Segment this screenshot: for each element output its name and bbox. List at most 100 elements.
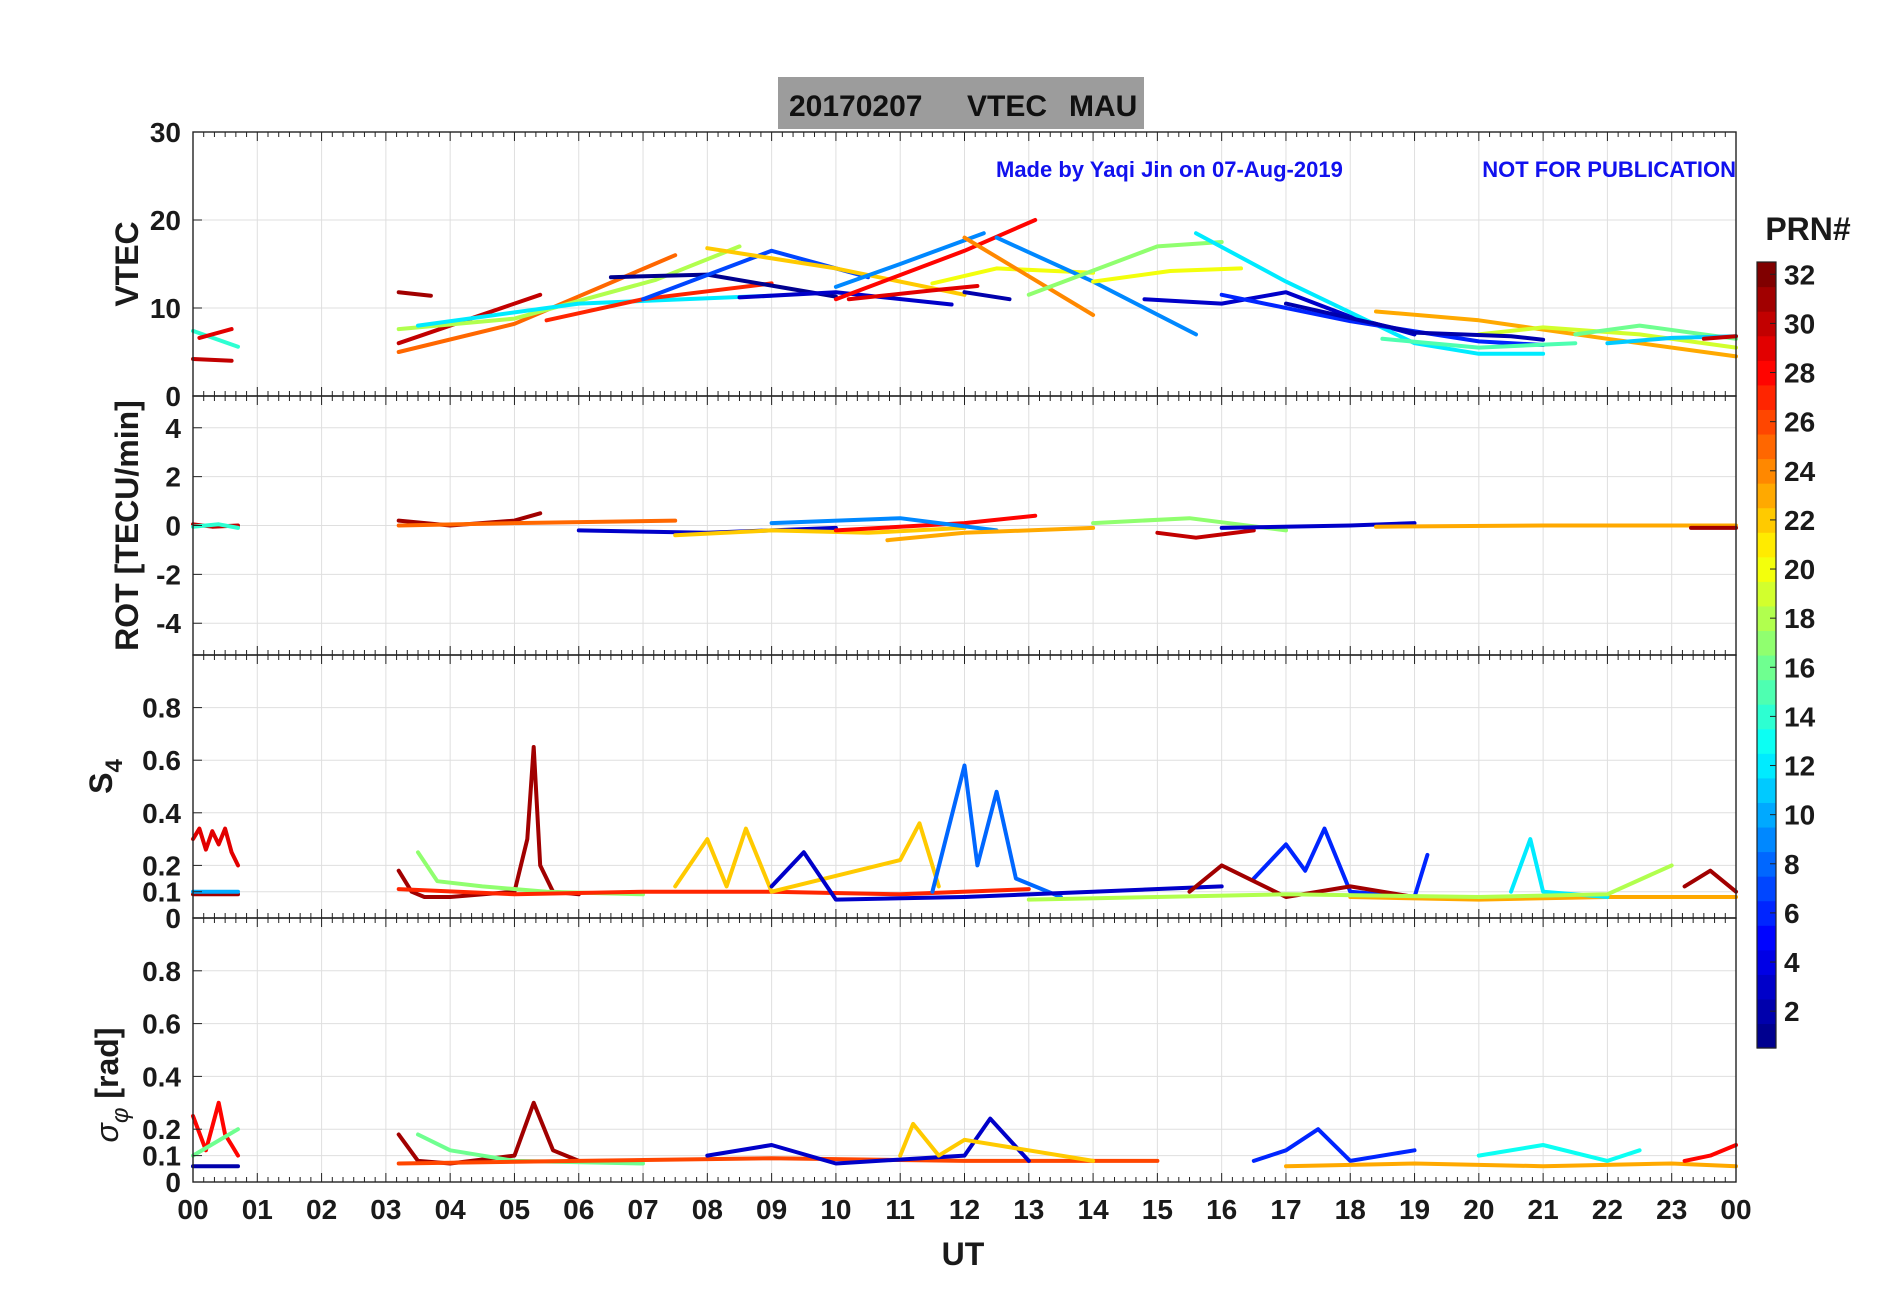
y-axis-label-sigma: σ: [89, 1121, 125, 1142]
colorbar-swatch: [1757, 925, 1776, 951]
x-axis-label: UT: [942, 1236, 985, 1272]
y-tick-label: 0.4: [142, 1061, 181, 1092]
x-tick-label: 14: [1078, 1194, 1110, 1225]
x-tick-label: 13: [1013, 1194, 1044, 1225]
y-tick-label: 4: [165, 413, 181, 444]
series-prn-12: [1509, 837, 1610, 899]
colorbar-swatch: [1757, 900, 1776, 926]
colorbar-tick-label: 30: [1784, 308, 1815, 339]
x-tick-label: 07: [627, 1194, 658, 1225]
colorbar-tick-label: 22: [1784, 505, 1815, 536]
y-axis-label-phi: φ: [107, 1108, 134, 1124]
series-prn-9: [833, 231, 986, 289]
x-tick-label: 17: [1270, 1194, 1301, 1225]
colorbar-tick-label: 28: [1784, 358, 1815, 389]
panel-s4: 00.10.2 0.4 0.6 0.8 S4: [83, 654, 1738, 934]
series-prn-20: [930, 266, 1096, 286]
series-prn-23: [1374, 309, 1738, 359]
title-quantity: VTEC: [967, 90, 1047, 123]
series-prn-28: [1682, 1143, 1738, 1163]
colorbar-swatch: [1757, 433, 1776, 460]
x-tick-label: 01: [242, 1194, 273, 1225]
series-prn-29: [197, 327, 234, 340]
y-axis-label-main: S: [83, 773, 119, 794]
x-tick-label: 09: [756, 1194, 787, 1225]
title-date: 20170207: [789, 90, 922, 123]
colorbar-tick-label: 32: [1784, 259, 1815, 290]
series-prn-28: [191, 1100, 240, 1158]
colorbar-swatch: [1757, 360, 1776, 386]
colorbar-swatch: [1757, 262, 1776, 288]
series-prn-23: [885, 525, 1096, 543]
x-tick-label: 00: [177, 1194, 208, 1225]
series-prn-3: [705, 1116, 1031, 1166]
colorbar-swatch: [1757, 802, 1776, 828]
colorbar-tick-label: 6: [1784, 898, 1800, 929]
colorbar-frame: [1756, 261, 1777, 1049]
colorbar-swatch: [1757, 777, 1776, 803]
y-tick-label: 0.1: [142, 877, 181, 908]
series-prn-15: [1380, 336, 1578, 350]
y-tick-label: 0: [165, 1167, 181, 1198]
colorbar-swatch: [1757, 286, 1776, 312]
y-axis-label: S4: [83, 759, 128, 794]
colorbar-swatch: [1757, 704, 1776, 730]
colorbar-swatch: [1757, 384, 1776, 410]
series-prn-28: [833, 218, 1038, 302]
y-tick-label: 0.2: [142, 1114, 181, 1145]
series-prn-18: [396, 244, 742, 332]
y-tick-label: 0.6: [142, 745, 181, 776]
series-prn-24: [962, 235, 1096, 317]
series-prn-16: [191, 1127, 240, 1158]
series-prn-25: [396, 518, 678, 528]
series-prn-2: [1284, 301, 1546, 342]
x-tick-label: 03: [370, 1194, 401, 1225]
y-tick-label: 30: [150, 117, 181, 148]
series-prn-30: [1701, 334, 1738, 341]
y-tick-label: 0.8: [142, 693, 181, 724]
series-prn-22: [898, 1121, 1096, 1163]
colorbar-swatch: [1757, 458, 1776, 484]
series-prn-31: [1187, 863, 1417, 899]
x-tick-label: 10: [820, 1194, 851, 1225]
x-tick-label: 22: [1592, 1194, 1623, 1225]
colorbar-swatch: [1757, 556, 1776, 582]
series-prn-25: [396, 253, 678, 354]
series-prn-16: [1573, 323, 1738, 341]
series-prn-6: [1251, 1127, 1417, 1163]
panel-vtec: 0 10 20 30 VTEC: [109, 117, 1738, 412]
colorbar-swatch: [1757, 826, 1776, 853]
colorbar-tick-label: 26: [1784, 407, 1815, 438]
colorbar-swatch: [1757, 605, 1776, 632]
x-tick-label: 05: [499, 1194, 530, 1225]
series-prn-14: [191, 328, 240, 349]
series-prn-29: [846, 284, 980, 302]
series-prn-22: [705, 246, 967, 297]
y-tick-label: 2: [165, 462, 181, 493]
x-tick-label: 15: [1142, 1194, 1173, 1225]
series-prn-22: [673, 821, 941, 894]
series-prn-8: [930, 763, 1063, 899]
colorbar-swatch: [1757, 876, 1776, 902]
x-tick-label: 00: [1720, 1194, 1751, 1225]
not-for-publication-notice: NOT FOR PUBLICATION: [1482, 157, 1736, 182]
x-tick-label: 21: [1528, 1194, 1559, 1225]
colorbar-swatch: [1757, 728, 1776, 754]
colorbar-tick-label: 8: [1784, 849, 1800, 880]
colorbar-swatch: [1757, 1023, 1776, 1049]
colorbar-swatch: [1757, 335, 1776, 361]
colorbar-tick-label: 2: [1784, 996, 1800, 1027]
y-tick-label: 0: [165, 381, 181, 412]
x-tick-label: 06: [563, 1194, 594, 1225]
series-prn-30: [191, 357, 234, 363]
panel-rot: -4 -2 0 2 4 ROT [TECU/min]: [109, 395, 1738, 656]
series-prn-31: [396, 745, 581, 899]
series-prn-31: [396, 290, 433, 298]
series-prn-28: [833, 513, 1038, 533]
colorbar-swatch: [1757, 949, 1776, 975]
y-tick-label: 0: [165, 903, 181, 934]
x-tick-label: 19: [1399, 1194, 1430, 1225]
